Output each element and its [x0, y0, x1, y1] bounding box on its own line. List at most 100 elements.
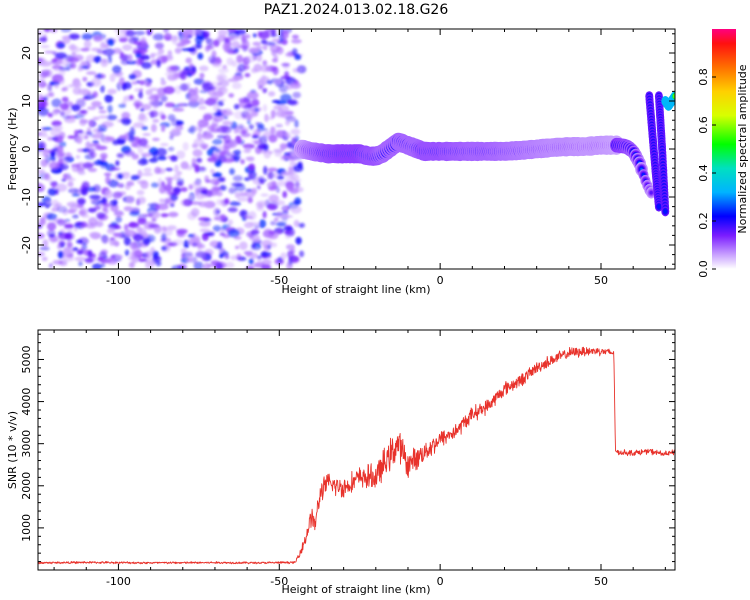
noise-blob: [267, 171, 275, 180]
noise-blob: [130, 251, 135, 260]
noise-blob: [275, 123, 283, 128]
noise-blob: [103, 203, 111, 208]
spectrogram-ridge: [293, 91, 675, 217]
colorbar-ticks: 0.0 0.2 0.4 0.6 0.8: [697, 68, 716, 278]
noise-blob: [176, 42, 185, 48]
x-tick-label: 0: [437, 575, 444, 588]
noise-blob: [167, 74, 178, 81]
y-tick-label: 5000: [20, 345, 33, 373]
noise-blob: [50, 155, 56, 162]
noise-blob: [145, 82, 152, 87]
noise-blob: [256, 124, 265, 133]
noise-blob: [81, 242, 88, 251]
noise-blob: [60, 103, 69, 111]
noise-blob: [276, 210, 283, 219]
noise-blob: [101, 236, 109, 244]
noise-blob: [39, 217, 46, 226]
noise-blob: [136, 189, 145, 196]
noise-blob: [245, 55, 256, 63]
noise-blob: [299, 250, 305, 258]
noise-blob: [41, 100, 49, 107]
noise-blob: [207, 96, 219, 102]
noise-blob: [137, 115, 149, 123]
noise-blob: [92, 263, 102, 269]
noise-blob: [109, 237, 116, 241]
noise-blob: [98, 251, 107, 259]
noise-blob: [146, 261, 156, 266]
noise-blob: [286, 185, 294, 192]
noise-blob: [176, 150, 186, 159]
noise-blob: [286, 141, 294, 148]
noise-blob: [90, 77, 102, 87]
noise-blob: [81, 181, 90, 189]
ridge-cell: [649, 191, 653, 195]
noise-blob: [134, 88, 140, 92]
noise-blob: [163, 86, 175, 95]
noise-blob: [159, 198, 165, 203]
noise-blob: [100, 85, 105, 93]
noise-blob: [156, 60, 161, 68]
noise-blob: [151, 218, 157, 222]
noise-blob: [163, 29, 170, 34]
noise-blob: [137, 146, 144, 154]
noise-blob: [106, 114, 118, 121]
noise-blob: [111, 240, 119, 246]
noise-blob: [112, 225, 122, 230]
noise-blob: [206, 189, 219, 197]
noise-blob: [266, 80, 274, 85]
noise-blob: [197, 132, 203, 140]
snr-panel: -100 -50 0 50 1000 2000 3000 4000 5000 Height of…: [6, 329, 676, 596]
noise-blob: [110, 167, 121, 171]
noise-blob: [246, 91, 259, 100]
noise-blob: [260, 64, 270, 73]
noise-blob: [287, 99, 298, 105]
noise-blob: [119, 51, 124, 57]
noise-blob: [93, 160, 102, 166]
noise-blob: [253, 63, 262, 73]
noise-blob: [119, 134, 128, 139]
noise-blob: [97, 128, 105, 132]
noise-blob: [210, 158, 218, 163]
noise-blob: [172, 107, 185, 112]
noise-blob: [293, 219, 300, 228]
noise-blob: [51, 98, 62, 108]
noise-blob: [76, 249, 84, 255]
noise-blob: [57, 250, 64, 259]
noise-blob: [182, 67, 190, 75]
noise-blob: [186, 82, 192, 87]
noise-blob: [270, 242, 278, 248]
noise-blob: [288, 257, 293, 266]
snr-ticks: -100 -50 0 50 1000 2000 3000 4000 5000: [20, 330, 675, 588]
noise-blob: [160, 213, 169, 218]
noise-blob: [128, 73, 137, 80]
noise-blob: [131, 140, 137, 147]
noise-blob: [48, 161, 60, 170]
noise-blob: [171, 118, 181, 127]
noise-blob: [212, 62, 222, 68]
noise-blob: [271, 99, 281, 104]
noise-blob: [123, 81, 132, 90]
noise-blob: [292, 91, 302, 99]
noise-blob: [199, 143, 209, 149]
noise-blob: [250, 252, 258, 259]
noise-blob: [213, 112, 225, 117]
noise-blob: [95, 145, 108, 151]
noise-blob: [271, 29, 276, 37]
snr-series-line: [38, 346, 675, 565]
noise-blob: [242, 143, 255, 149]
noise-blob: [284, 230, 292, 235]
noise-blob: [187, 234, 195, 238]
noise-blob: [173, 187, 182, 194]
noise-blob: [225, 112, 230, 117]
noise-blob: [260, 251, 272, 257]
noise-blob: [262, 87, 268, 94]
noise-blob: [148, 99, 160, 106]
noise-blob: [139, 88, 144, 92]
noise-blob: [99, 160, 108, 169]
noise-blob: [212, 138, 223, 145]
colorbar-tick-label: 0.2: [697, 212, 710, 230]
noise-blob: [120, 117, 126, 124]
noise-blob: [150, 182, 160, 188]
noise-blob: [148, 157, 158, 163]
